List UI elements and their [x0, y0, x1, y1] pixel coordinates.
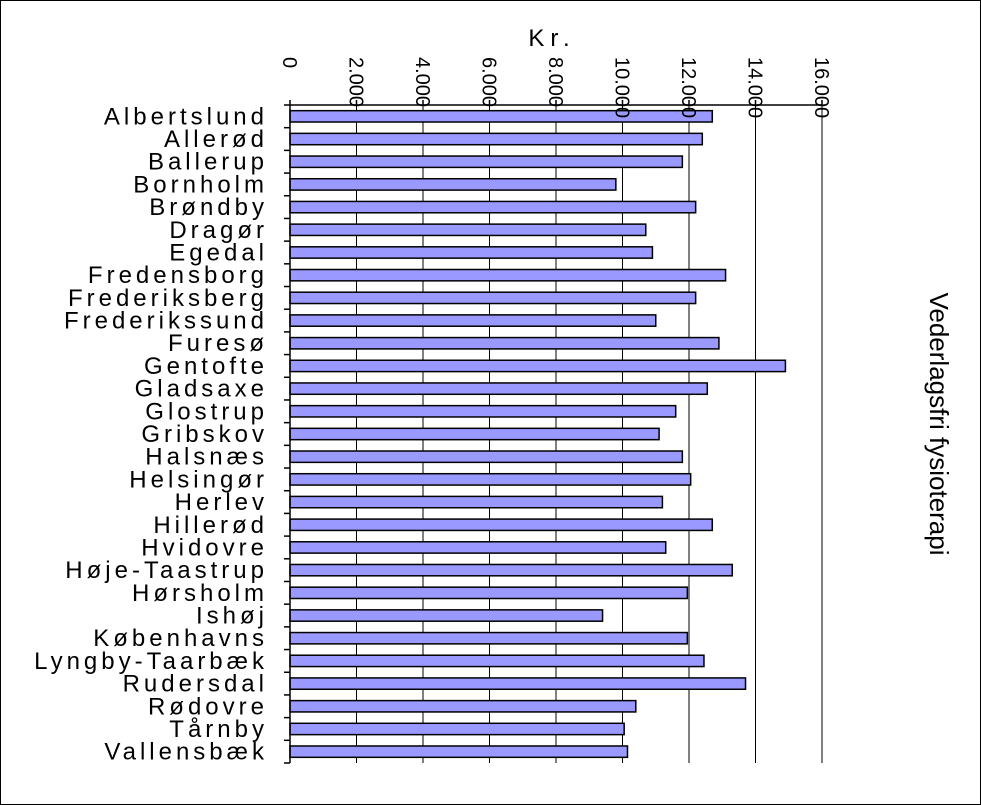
category-label: Ishøj: [196, 603, 268, 630]
x-tick-label: 6.000: [478, 57, 500, 107]
bar: [289, 472, 692, 486]
category-label: Dragør: [169, 217, 268, 244]
category-label: Albertslund: [104, 103, 268, 130]
bar: [289, 223, 647, 237]
category-label: Hvidovre: [141, 534, 268, 561]
x-tick-label: 0: [278, 57, 300, 68]
category-label: Frederikssund: [64, 308, 268, 335]
category-label: Brøndby: [149, 194, 268, 221]
bar: [289, 177, 617, 191]
category-label: Frederiksberg: [68, 285, 268, 312]
x-tick-label: 16.000: [810, 57, 832, 118]
category-label: Tårnby: [169, 716, 268, 743]
bar: [289, 336, 720, 350]
category-label: Herlev: [175, 489, 268, 516]
bar: [289, 654, 705, 668]
category-label: Rødovre: [148, 693, 268, 720]
bar: [289, 586, 689, 600]
bar: [289, 382, 709, 396]
axes: [284, 100, 823, 764]
category-label: Ballerup: [148, 149, 268, 176]
bar: [289, 563, 733, 577]
x-tick-label: 2.000: [345, 57, 367, 107]
bar: [289, 541, 667, 554]
bar: [289, 200, 697, 214]
category-label: Halsnæs: [145, 444, 268, 471]
bar: [289, 132, 704, 146]
bar: [289, 450, 684, 464]
bar: [289, 518, 714, 532]
category-label: Gladsaxe: [135, 376, 268, 403]
chart-title: Vederlagsfri fysioterapi: [924, 292, 954, 555]
category-label: Gentofte: [144, 353, 268, 380]
bar: [289, 246, 654, 259]
bar: [289, 404, 677, 418]
category-label: Hillerød: [153, 512, 268, 539]
category-label: Helsingør: [129, 466, 268, 493]
bar: [289, 495, 664, 509]
bar: [289, 291, 697, 305]
bar: [289, 722, 625, 736]
bar: [289, 268, 727, 282]
category-label: Hørsholm: [132, 580, 268, 607]
bar: [289, 699, 637, 713]
bar: [289, 109, 714, 123]
bar: [289, 677, 747, 691]
bar: [289, 631, 689, 645]
category-label: Københavns: [93, 625, 268, 652]
bar: [289, 314, 657, 327]
x-tick-label: 4.000: [411, 57, 433, 107]
bar: [289, 745, 629, 759]
bar: [289, 155, 684, 169]
category-label: Glostrup: [145, 398, 268, 425]
category-label: Vallensbæk: [104, 739, 268, 766]
category-labels: AlbertslundAllerødBallerupBornholmBrøndb…: [34, 103, 268, 766]
category-label: Fredensborg: [88, 262, 268, 289]
tick-labels: 0 2.000 4.000 6.000 8.000 10.000 12.000 14.000 1…: [278, 57, 832, 118]
bar: [289, 359, 787, 373]
bar: [289, 609, 604, 622]
category-label: Egedal: [169, 239, 268, 266]
bar: [289, 427, 660, 441]
x-tick-label: 8.000: [544, 57, 566, 107]
category-label: Rudersdal: [123, 671, 268, 698]
category-label: Høje-Taastrup: [65, 557, 268, 584]
category-label: Bornholm: [133, 171, 268, 198]
x-tick-label: 14.000: [744, 57, 766, 118]
category-label: Gribskov: [141, 421, 268, 448]
bars: [289, 109, 787, 759]
category-label: Allerød: [164, 126, 268, 153]
category-label: Furesø: [168, 330, 268, 357]
x-tick-label: 10.000: [611, 57, 633, 118]
x-tick-label: 12.000: [677, 57, 699, 118]
axis-title: Kr.: [528, 25, 575, 52]
category-label: Lyngby-Taarbæk: [34, 648, 268, 675]
